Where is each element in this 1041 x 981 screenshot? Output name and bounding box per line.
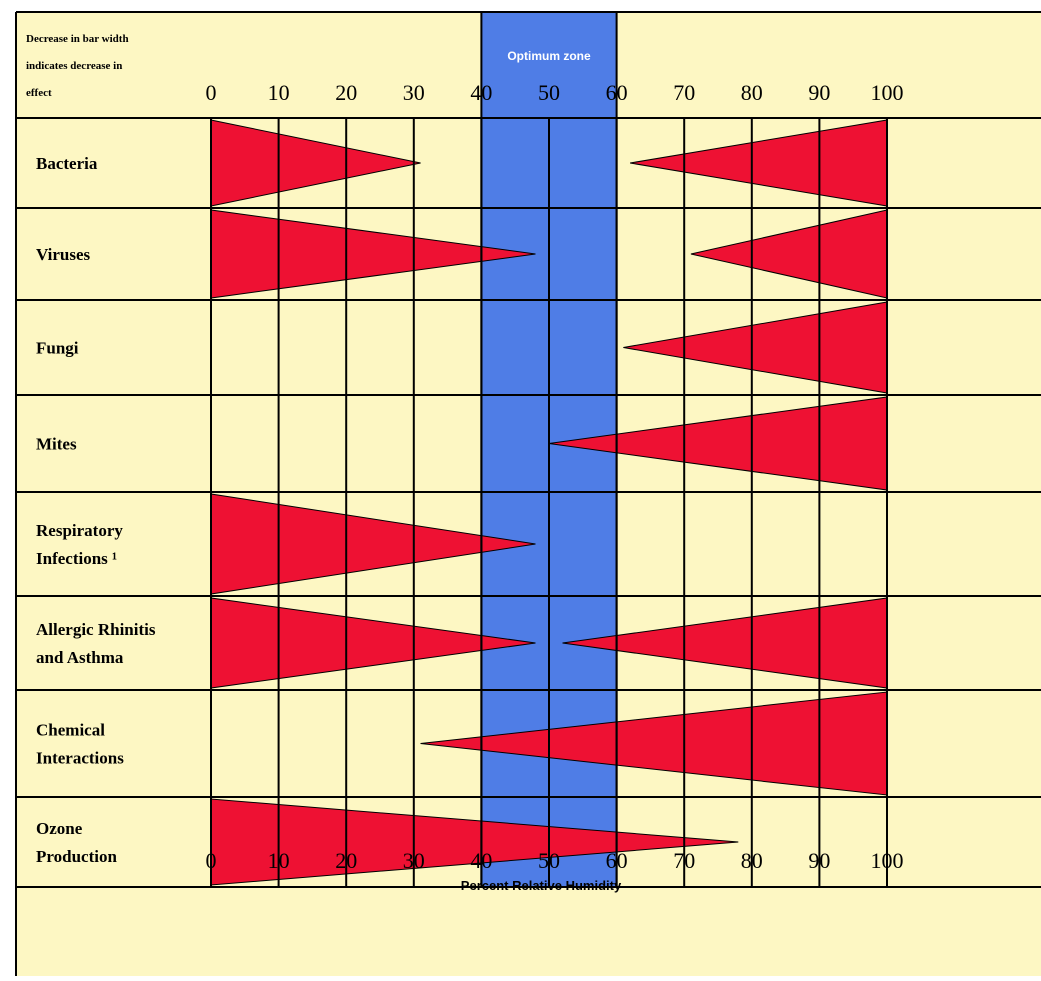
top-tick-label-20: 20: [335, 80, 357, 105]
top-tick-label-60: 60: [606, 80, 628, 105]
legend-note-line-2: indicates decrease in: [26, 60, 122, 72]
top-tick-label-0: 0: [206, 80, 217, 105]
row-label-4-line-1: Mites: [36, 435, 77, 454]
top-tick-label-90: 90: [808, 80, 830, 105]
bottom-tick-label-40: 40: [470, 848, 492, 873]
row-label-5-line-1: Respiratory: [36, 521, 123, 540]
row-label-2-line-1: Viruses: [36, 245, 91, 264]
top-tick-label-50: 50: [538, 80, 560, 105]
row-label-3-line-1: Fungi: [36, 339, 79, 358]
top-tick-label-80: 80: [741, 80, 763, 105]
row-label-1-line-1: Bacteria: [36, 154, 98, 173]
top-tick-label-10: 10: [268, 80, 290, 105]
bottom-tick-label-80: 80: [741, 848, 763, 873]
optimum-zone-label: Optimum zone: [507, 49, 591, 63]
bottom-tick-label-0: 0: [206, 848, 217, 873]
bottom-tick-label-60: 60: [606, 848, 628, 873]
legend-note-line-1: Decrease in bar width: [26, 33, 129, 45]
bottom-tick-label-50: 50: [538, 848, 560, 873]
top-tick-label-70: 70: [673, 80, 695, 105]
row-label-7-line-1: Chemical: [36, 721, 105, 740]
bottom-tick-label-10: 10: [268, 848, 290, 873]
row-label-5-line-2: Infections ¹: [36, 549, 117, 568]
legend-note-line-3: effect: [26, 87, 52, 99]
row-label-7-line-2: Interactions: [36, 749, 124, 768]
bottom-tick-label-90: 90: [808, 848, 830, 873]
row-label-8-line-2: Production: [36, 847, 117, 866]
x-axis-title: Percent Relative Humidity: [461, 878, 622, 893]
bottom-tick-label-20: 20: [335, 848, 357, 873]
row-label-6-line-1: Allergic Rhinitis: [36, 620, 156, 639]
bottom-tick-label-30: 30: [403, 848, 425, 873]
top-tick-label-100: 100: [871, 80, 904, 105]
bottom-tick-label-100: 100: [871, 848, 904, 873]
top-tick-label-30: 30: [403, 80, 425, 105]
row-label-6-line-2: and Asthma: [36, 648, 124, 667]
top-tick-label-40: 40: [470, 80, 492, 105]
bottom-tick-label-70: 70: [673, 848, 695, 873]
row-label-8-line-1: Ozone: [36, 819, 83, 838]
